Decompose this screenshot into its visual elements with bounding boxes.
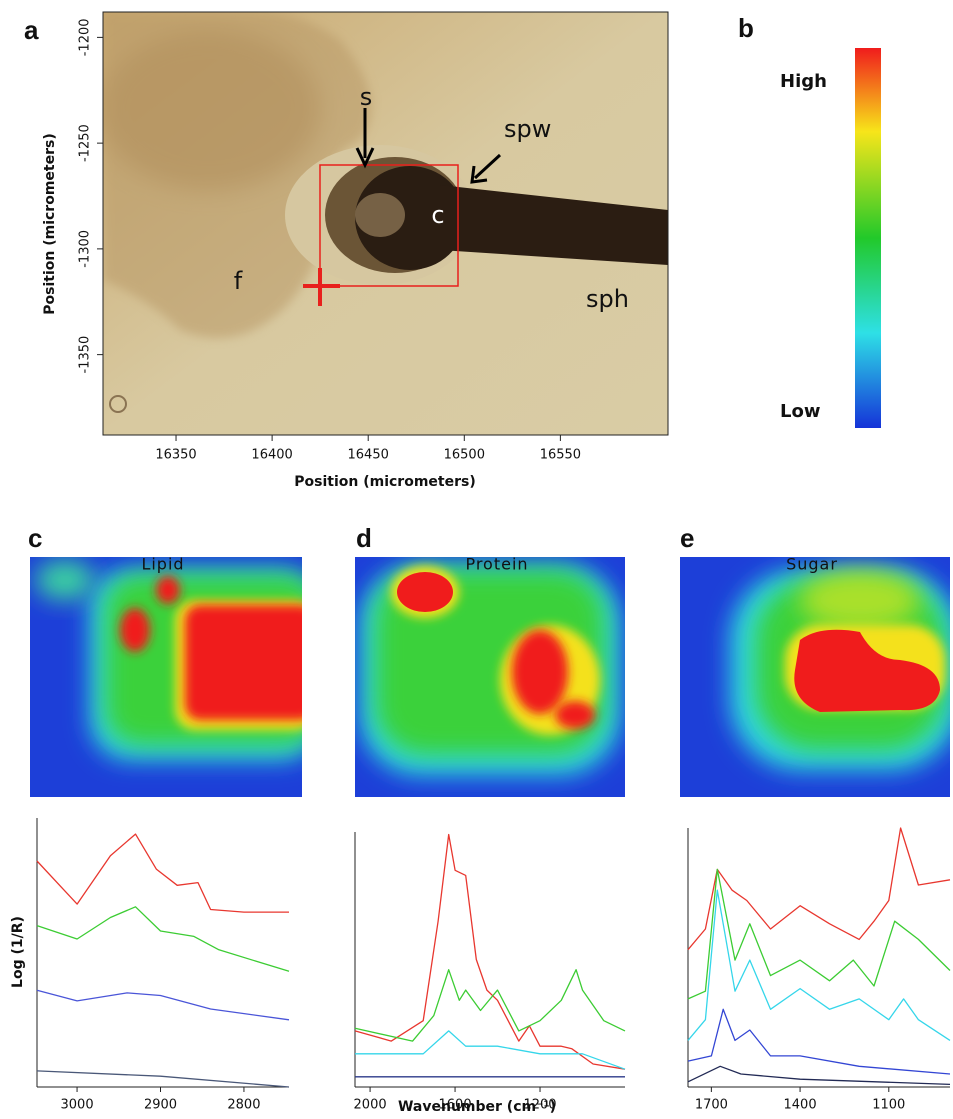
x-tick-label: 16550 [540, 448, 581, 463]
spectrum-line [36, 1070, 290, 1088]
panel-letter: a [24, 15, 39, 45]
panel-letter: c [28, 523, 42, 553]
spectrum-line [355, 1030, 626, 1070]
heatmap [355, 557, 625, 797]
spectrum-line [354, 969, 626, 1042]
x-tick-label: 1700 [695, 1098, 728, 1113]
spectrum-line [36, 989, 290, 1021]
panel-letter: d [356, 523, 372, 553]
spectrum-line [687, 827, 951, 951]
x-tick-label: 16500 [444, 448, 485, 463]
y-axis-label: Position (micrometers) [42, 133, 58, 314]
x-axis-label: Position (micrometers) [294, 474, 475, 490]
annotation: spw [504, 115, 551, 143]
x-tick-label: 1100 [872, 1098, 905, 1113]
spectrum-line [687, 889, 951, 1041]
spectrum-line [687, 1008, 951, 1075]
colorbar-label: Low [780, 401, 820, 422]
panel-letter: b [738, 13, 754, 43]
spectrum-line [354, 833, 626, 1070]
y-tick-label: -1350 [78, 336, 93, 374]
x-tick-label: 1200 [523, 1098, 556, 1113]
heatmap [30, 557, 302, 797]
x-tick-label: 2800 [227, 1098, 260, 1113]
heatmap [680, 557, 950, 797]
micrograph [103, 12, 668, 435]
x-tick-label: 16450 [348, 448, 389, 463]
x-tick-label: 1600 [439, 1098, 472, 1113]
x-axis-label: Wavenumber (cm⁻¹) [398, 1099, 556, 1115]
heatmap-title: Sugar [786, 555, 838, 574]
spectrum-line [36, 833, 289, 913]
y-tick-label: -1250 [78, 124, 93, 162]
annotation: f [234, 267, 243, 295]
heatmap-title: Protein [465, 555, 528, 574]
annotation: c [431, 201, 444, 229]
y-tick-label: -1200 [78, 18, 93, 56]
x-tick-label: 1400 [784, 1098, 817, 1113]
x-tick-label: 16400 [251, 448, 292, 463]
panel-letter: e [680, 523, 694, 553]
spectrum-line [687, 1065, 951, 1086]
colorbar [855, 48, 881, 428]
colorbar-label: High [780, 71, 827, 92]
x-tick-label: 3000 [61, 1098, 94, 1113]
heatmap-title: Lipid [141, 555, 184, 574]
x-tick-label: 16350 [155, 448, 196, 463]
image-frame [102, 11, 669, 436]
annotation: s [360, 83, 373, 111]
spectrum-line [36, 906, 290, 972]
spectrum-line [687, 868, 951, 1000]
annotation: sph [586, 285, 629, 313]
y-tick-label: -1300 [78, 230, 93, 268]
y-axis-label: Log (1/R) [10, 916, 26, 988]
x-tick-label: 2900 [144, 1098, 177, 1113]
x-tick-label: 2000 [354, 1098, 387, 1113]
